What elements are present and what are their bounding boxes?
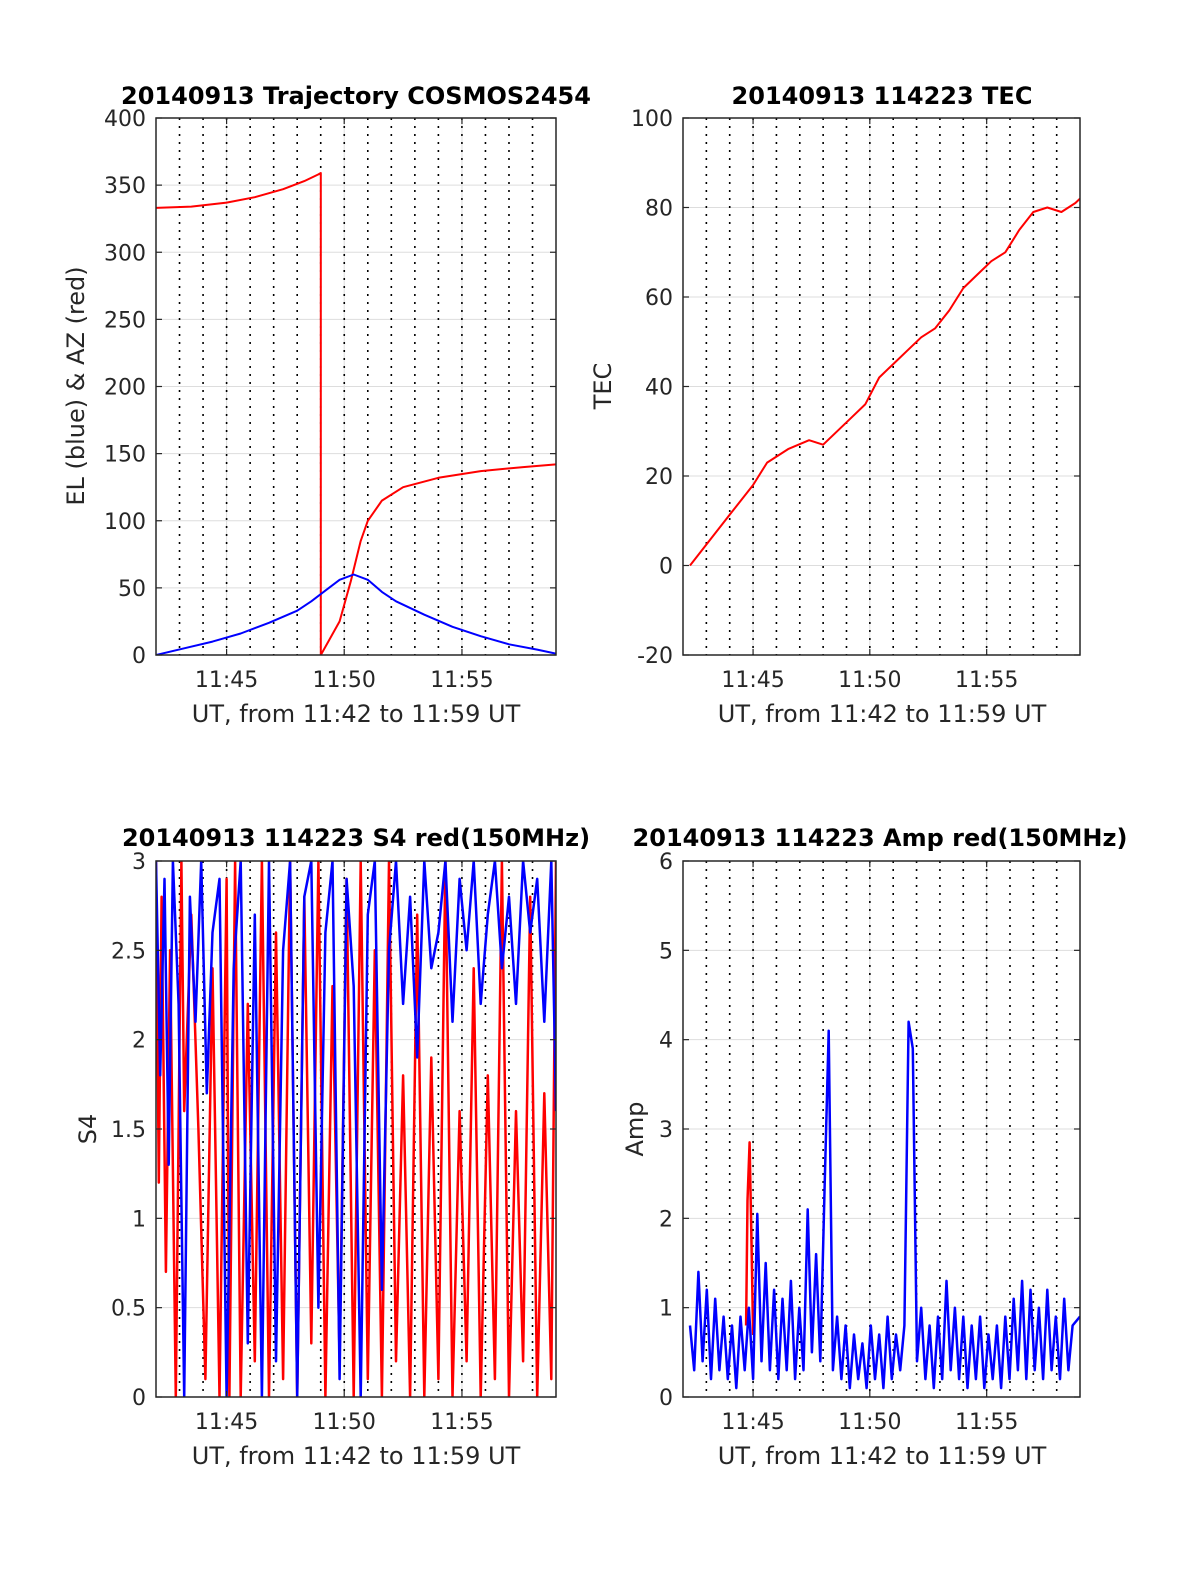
x-tick-label: 11:55 — [430, 668, 493, 693]
y-tick-label: 5 — [659, 939, 673, 964]
plot-area — [689, 197, 1080, 567]
grid — [683, 117, 1080, 656]
y-tick-label: 3 — [132, 850, 146, 875]
y-tick-label: 150 — [104, 443, 146, 468]
y-tick-label: 250 — [104, 308, 146, 333]
panel-s4: 20140913 114223 S4 red(150MHz) 0 0.5 1 1.5 2… — [74, 824, 590, 1470]
x-tick-label: 11:55 — [955, 1410, 1018, 1435]
y-tick-label: 6 — [659, 850, 673, 875]
series-line-red — [156, 172, 556, 655]
y-tick-label: 0 — [132, 1386, 146, 1411]
plot-area — [156, 861, 556, 1397]
y-axis: -20 0 20 40 60 80 100 — [631, 107, 1080, 669]
x-tick-label: 11:50 — [313, 668, 376, 693]
y-tick-label: 400 — [104, 107, 146, 132]
panel-amp: 20140913 114223 Amp red(150MHz) 0123456 … — [621, 824, 1127, 1470]
series-line-blue — [688, 1020, 1080, 1390]
y-tick-label: 0 — [659, 1386, 673, 1411]
y-tick-label: 0 — [659, 555, 673, 580]
grid — [156, 117, 556, 656]
y-tick-label: 20 — [645, 465, 673, 490]
y-axis: 0 50 100 150 200 250 300 350 400 — [104, 107, 556, 669]
chart-title: 20140913 114223 S4 red(150MHz) — [122, 824, 590, 852]
panel-trajectory: 20140913 Trajectory COSMOS2454 0 50 100 150… — [62, 82, 591, 728]
chart-title: 20140913 114223 Amp red(150MHz) — [633, 824, 1128, 852]
y-tick-label: 2.5 — [111, 939, 146, 964]
x-axis: 11:45 11:50 11:55 — [195, 118, 494, 693]
plot-area — [688, 1020, 1080, 1390]
y-tick-label: 4 — [659, 1029, 673, 1054]
y-tick-label: 1 — [659, 1297, 673, 1322]
chart-title: 20140913 114223 TEC — [732, 82, 1033, 110]
x-tick-label: 11:50 — [838, 1410, 901, 1435]
x-axis-label: UT, from 11:42 to 11:59 UT — [718, 1442, 1047, 1470]
series-line-red — [744, 1141, 755, 1335]
y-tick-label: 100 — [631, 107, 673, 132]
y-tick-label: 1.5 — [111, 1118, 146, 1143]
y-tick-label: 40 — [645, 376, 673, 401]
x-axis: 11:45 11:50 11:55 — [721, 118, 1018, 693]
y-tick-label: 2 — [132, 1029, 146, 1054]
y-tick-label: 2 — [659, 1207, 673, 1232]
y-axis-label: Amp — [621, 1101, 649, 1156]
y-tick-label: 100 — [104, 510, 146, 535]
y-tick-label: 60 — [645, 286, 673, 311]
panel-tec: 20140913 114223 TEC -20 0 20 40 60 80 100 11:4… — [589, 82, 1081, 728]
y-tick-label: 0 — [132, 644, 146, 669]
x-axis: 11:45 11:50 11:55 — [721, 861, 1018, 1435]
y-axis-label: S4 — [74, 1114, 102, 1145]
x-tick-label: 11:55 — [430, 1410, 493, 1435]
x-axis-label: UT, from 11:42 to 11:59 UT — [192, 1442, 521, 1470]
x-axis-label: UT, from 11:42 to 11:59 UT — [718, 700, 1047, 728]
y-axis-label: EL (blue) & AZ (red) — [62, 266, 90, 505]
x-tick-label: 11:45 — [195, 1410, 258, 1435]
y-tick-label: 0.5 — [111, 1297, 146, 1322]
y-tick-label: 3 — [659, 1118, 673, 1143]
chart-title: 20140913 Trajectory COSMOS2454 — [121, 82, 591, 110]
y-tick-label: 80 — [645, 197, 673, 222]
y-tick-label: 50 — [118, 577, 146, 602]
y-axis: 0 1 2 3 4 5 6 — [659, 850, 1080, 1411]
series-line-blue — [156, 861, 556, 1397]
y-axis: 0 0.5 1 1.5 2 2.5 3 — [111, 850, 556, 1411]
series-line-red — [689, 197, 1080, 567]
x-axis: 11:45 11:50 11:55 — [195, 861, 494, 1435]
x-tick-label: 11:50 — [313, 1410, 376, 1435]
x-tick-label: 11:45 — [195, 668, 258, 693]
x-tick-label: 11:45 — [721, 1410, 784, 1435]
series-line-blue — [156, 573, 556, 655]
y-axis-label: TEC — [589, 363, 617, 411]
y-tick-label: 1 — [132, 1207, 146, 1232]
x-axis-label: UT, from 11:42 to 11:59 UT — [192, 700, 521, 728]
x-tick-label: 11:50 — [838, 668, 901, 693]
x-tick-label: 11:55 — [955, 668, 1018, 693]
y-tick-label: 300 — [104, 241, 146, 266]
y-tick-label: 200 — [104, 376, 146, 401]
y-tick-label: 350 — [104, 174, 146, 199]
plot-area — [156, 172, 556, 655]
y-tick-label: -20 — [637, 644, 673, 669]
x-tick-label: 11:45 — [721, 668, 784, 693]
